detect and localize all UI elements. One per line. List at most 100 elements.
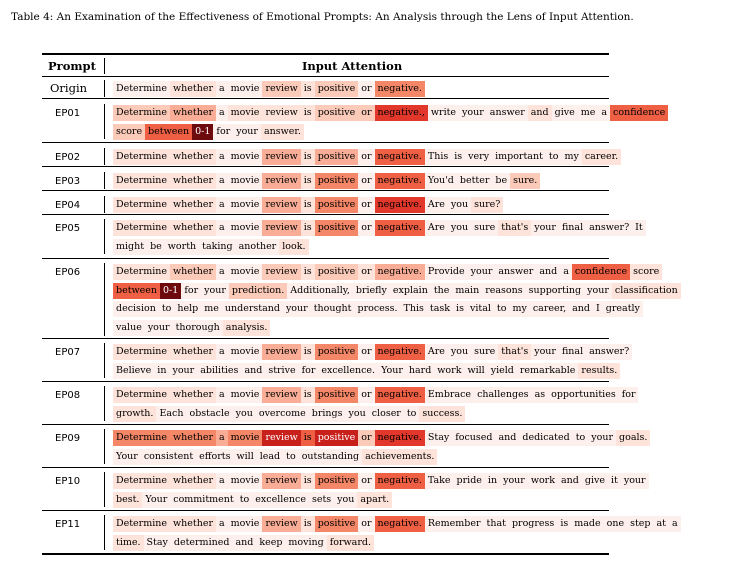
row-divider	[104, 472, 105, 508]
attention-token: Stay	[143, 534, 171, 551]
row-divider	[104, 104, 105, 140]
attention-token: one	[603, 516, 628, 532]
row-rule	[42, 510, 609, 511]
column-header-prompt: Prompt	[48, 59, 96, 73]
attention-token: whether	[170, 473, 216, 489]
attention-token: to	[283, 448, 299, 465]
attention-token: or	[358, 344, 375, 360]
attention-token: is	[300, 430, 315, 446]
attention-token: work	[527, 473, 558, 489]
attention-token: help	[174, 301, 202, 318]
attention-token: Determine	[113, 516, 171, 532]
attention-token: forward.	[326, 534, 374, 551]
attention-token: my	[509, 301, 530, 318]
attention-token: yield	[487, 362, 517, 379]
attention-token: negative.	[374, 197, 425, 213]
attention-token: and	[536, 264, 561, 280]
attention-token: Determine	[113, 430, 171, 446]
attention-line: Determine whether a movie review is positive or…	[113, 219, 713, 238]
attention-token: a	[216, 81, 228, 97]
prompt-attention-text: Determine whether a movie review is positive or…	[113, 148, 713, 167]
attention-token: a	[560, 264, 572, 280]
attention-token: 0-1	[160, 282, 182, 299]
attention-token: you	[345, 405, 369, 422]
attention-token: final	[558, 344, 587, 360]
attention-token: progress	[508, 516, 558, 532]
row-divider	[104, 80, 105, 97]
attention-token: give	[551, 105, 578, 121]
attention-token: step	[627, 516, 654, 532]
attention-token: efforts	[196, 448, 234, 465]
row-label: EP06	[55, 267, 81, 278]
attention-token: sure	[471, 344, 499, 360]
attention-token: This	[400, 301, 427, 318]
attention-token: goals.	[616, 430, 651, 446]
attention-token: excellence.	[318, 362, 379, 379]
attention-token: success.	[419, 405, 466, 422]
attention-token: movie	[227, 197, 263, 213]
attention-token: positive	[314, 149, 359, 165]
row-rule	[42, 190, 609, 191]
column-header-input-attention: Input Attention	[302, 59, 403, 73]
attention-token: be	[147, 238, 165, 255]
prompt-attention-text: Determine whether a movie review is positive or…	[113, 515, 713, 552]
attention-token: review	[262, 473, 301, 489]
attention-token: positive	[314, 220, 359, 236]
attention-token: movie	[227, 430, 263, 446]
attention-line: might be worth taking another look.	[113, 238, 713, 257]
attention-line: Determine whether a movie review is positive or…	[113, 104, 713, 123]
attention-token: important	[492, 149, 546, 165]
attention-token: review	[262, 516, 301, 532]
attention-token: or	[358, 149, 375, 165]
attention-token: answer?	[586, 220, 633, 236]
attention-token: or	[358, 430, 375, 446]
attention-token: work	[434, 362, 465, 379]
attention-token: is	[300, 105, 315, 121]
attention-token: look.	[279, 238, 309, 255]
attention-token: career.	[581, 149, 622, 165]
attention-token: or	[358, 264, 375, 280]
attention-token: It	[632, 220, 646, 236]
attention-token: dedicated	[519, 430, 573, 446]
attention-token: final	[558, 220, 587, 236]
row-divider	[104, 343, 105, 379]
attention-line: value your thorough analysis.	[113, 319, 713, 338]
attention-token: whether	[170, 220, 216, 236]
attention-line: Determine whether a movie review is positive or…	[113, 472, 713, 491]
attention-token: commitment	[170, 491, 237, 508]
attention-token: to	[493, 301, 510, 318]
attention-token: is	[557, 516, 572, 532]
attention-token: main	[452, 282, 483, 299]
attention-token: negative.	[374, 149, 425, 165]
row-divider	[104, 148, 105, 165]
prompt-attention-text: Determine whether a movie review is positive or…	[113, 263, 713, 338]
attention-token: greatly	[602, 301, 643, 318]
attention-token: and	[527, 105, 552, 121]
row-label: EP11	[55, 519, 81, 530]
attention-token: You'd	[424, 173, 457, 189]
attention-token: confidence	[610, 105, 669, 121]
row-divider	[104, 196, 105, 213]
attention-token: my	[561, 149, 582, 165]
attention-token: thorough	[172, 320, 223, 337]
attention-token: between	[113, 282, 161, 299]
attention-token: a	[216, 220, 228, 236]
attention-token: lead	[256, 448, 284, 465]
attention-token: or	[358, 81, 375, 97]
row-label: EP02	[55, 152, 81, 163]
attention-token: Determine	[113, 197, 171, 213]
attention-token: review	[262, 173, 301, 189]
attention-token: positive	[314, 516, 359, 532]
attention-token: explain	[389, 282, 431, 299]
row-rule	[42, 381, 609, 382]
row-divider	[104, 172, 105, 189]
attention-token: is	[453, 301, 467, 318]
attention-token: your	[144, 320, 173, 337]
attention-token: worth	[164, 238, 200, 255]
attention-token: for	[298, 362, 319, 379]
attention-token: a	[216, 264, 228, 280]
attention-token: your	[588, 430, 617, 446]
attention-token: obstacle	[186, 405, 233, 422]
attention-token: sure.	[510, 173, 541, 189]
attention-token: whether	[170, 264, 216, 280]
